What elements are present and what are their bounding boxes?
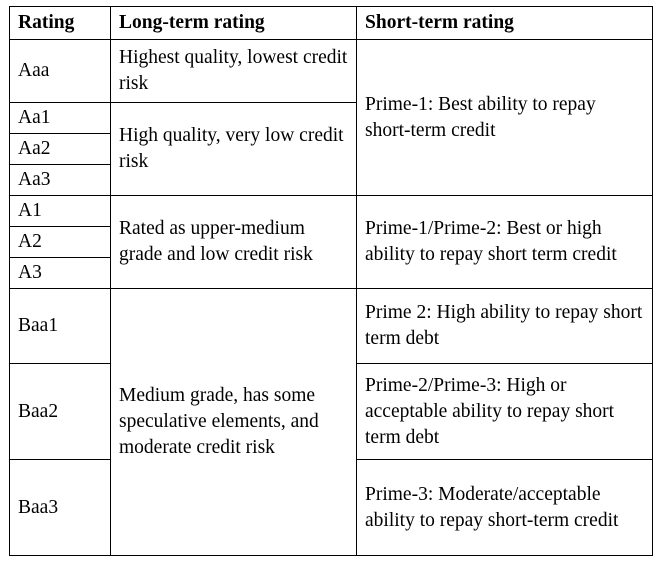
rating-cell: A2 (9, 226, 111, 258)
long-term-cell: Highest quality, lowest credit risk (110, 39, 357, 103)
rating-cell: Baa2 (9, 363, 111, 460)
rating-cell: Baa3 (9, 459, 111, 556)
long-term-cell: Medium grade, has some speculative eleme… (110, 288, 357, 556)
credit-rating-table: Rating Long-term rating Short-term ratin… (9, 6, 653, 556)
table-row: Aaa Highest quality, lowest credit risk … (9, 39, 653, 196)
rating-cell: A1 (9, 195, 111, 227)
rating-cell: Aa1 (9, 102, 111, 134)
short-term-cell: Prime-1: Best ability to repay short-ter… (356, 39, 653, 196)
table-row: Baa2 Prime-2/Prime-3: High or acceptable… (9, 363, 653, 460)
header-short-term-rating: Short-term rating (356, 6, 653, 40)
rating-cell: Baa1 (9, 288, 111, 364)
rating-cell: Aa2 (9, 133, 111, 165)
header-rating: Rating (9, 6, 111, 40)
rating-cell: Aa3 (9, 164, 111, 196)
header-long-term-rating: Long-term rating (110, 6, 357, 40)
table-row: Baa3 Prime-3: Moderate/acceptable abilit… (9, 459, 653, 556)
table-row: Aa3 (9, 164, 653, 196)
short-term-cell: Prime-2/Prime-3: High or acceptable abil… (356, 363, 653, 460)
short-term-cell: Prime-3: Moderate/acceptable ability to … (356, 459, 653, 556)
rating-cell: A3 (9, 257, 111, 289)
table-row: A1 Rated as upper-medium grade and low c… (9, 195, 653, 289)
table-row: Aa2 (9, 133, 653, 165)
rating-cell: Aaa (9, 39, 111, 103)
table-header-row: Rating Long-term rating Short-term ratin… (9, 6, 653, 40)
short-term-cell: Prime-1/Prime-2: Best or high ability to… (356, 195, 653, 289)
long-term-cell: High quality, very low credit risk (110, 102, 357, 196)
table-row: Baa1 Medium grade, has some speculative … (9, 288, 653, 556)
table-row: Aa1 High quality, very low credit risk (9, 102, 653, 196)
long-term-cell: Rated as upper-medium grade and low cred… (110, 195, 357, 289)
short-term-cell: Prime 2: High ability to repay short ter… (356, 288, 653, 364)
